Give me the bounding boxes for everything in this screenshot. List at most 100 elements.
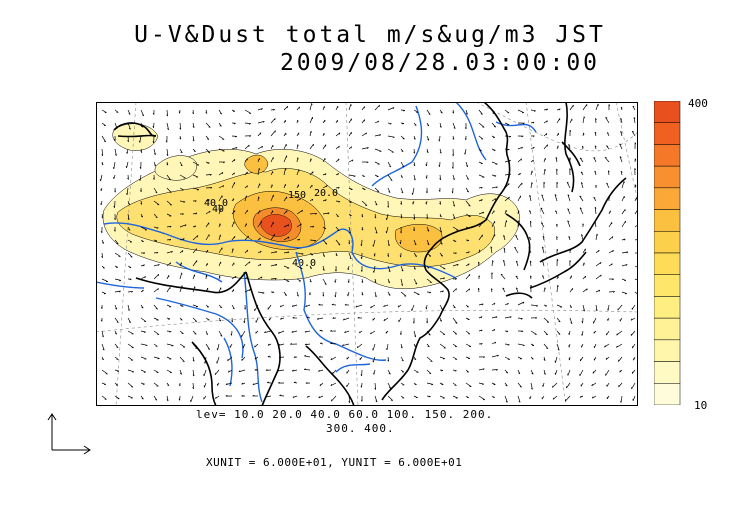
wind-arrow [374,382,377,390]
wind-arrow [204,356,207,364]
wind-arrow-head [101,335,104,338]
wind-arrow-head [157,274,160,277]
wind-arrow [465,288,470,293]
wind-arrow-head [195,212,198,215]
wind-arrow-head [439,319,442,322]
wind-arrow-head [128,321,131,323]
wind-arrow [621,209,626,215]
wind-arrow [140,317,147,322]
wind-arrow [127,317,131,323]
wind-arrow-head [466,165,468,167]
wind-arrow [400,278,403,286]
wind-arrow-head [169,262,172,265]
wind-arrow [166,343,174,346]
wind-arrow [400,265,404,272]
wind-arrow-head [192,374,195,377]
wind-arrow [618,382,623,388]
wind-arrow [231,275,237,280]
wind-arrow [296,157,299,163]
wind-arrow [530,382,533,390]
wind-arrow [361,200,368,206]
wind-arrow-head [505,384,508,387]
wind-arrow-head [342,344,344,346]
wind-arrow [465,187,469,193]
wind-arrow-head [113,138,116,141]
wind-arrow [278,330,285,334]
wind-arrow-head [493,126,496,128]
wind-arrow [101,109,107,113]
wind-arrow-head [542,275,544,277]
wind-arrow-head [440,243,443,245]
wind-arrow-head [179,137,182,140]
wind-arrow-head [166,399,169,402]
wind-arrow-head [606,145,609,147]
wind-arrow-head [259,237,261,240]
wind-arrow-head [128,127,131,130]
wind-arrow-head [546,347,549,349]
wind-arrow-head [292,316,295,319]
wind-arrow-head [505,400,508,403]
wind-arrow [478,211,484,215]
wind-arrow [283,196,288,202]
wind-arrow-head [630,318,633,321]
map-timestamp: 2009/08/28.03:00:00 [279,50,601,76]
wind-arrow [244,235,249,241]
wind-arrow-head [304,343,307,346]
wind-arrow [478,382,484,385]
wind-arrow [593,317,597,324]
wind-arrow [595,118,597,124]
wind-arrow-head [413,268,416,270]
wind-arrow [127,304,130,311]
wind-arrow [566,382,571,389]
wind-arrow-head [291,304,294,307]
wind-arrow [292,304,298,307]
wind-arrow-head [383,305,385,307]
wind-arrow-head [583,116,586,119]
wind-arrow [579,195,584,202]
wind-arrow-head [103,140,106,143]
wind-arrow [166,122,169,130]
wind-arrow [179,285,183,293]
wind-arrow [569,118,573,124]
wind-arrow-head [401,359,404,362]
wind-arrow-head [387,244,390,247]
wind-arrow-head [140,190,142,192]
wind-arrow [139,174,142,181]
wind-arrow [270,194,274,202]
wind-arrow-head [529,194,532,197]
wind-arrow-head [206,333,208,335]
wind-arrow [283,155,287,163]
wind-arrow-head [596,233,598,236]
wind-arrow-head [171,251,173,253]
wind-arrow [439,330,446,335]
wind-arrow-head [569,157,572,160]
wind-arrow [491,369,498,371]
wind-arrow-head [374,387,376,390]
wind-arrow-head [455,322,458,324]
wind-arrow-head [157,288,159,291]
wind-arrow [387,395,393,401]
wind-arrow [632,106,636,111]
wind-arrow-head [439,202,441,205]
wind-arrow [452,200,456,207]
wind-arrow [372,356,376,363]
wind-arrow-head [429,372,432,375]
wind-arrow-head [309,280,312,283]
wind-arrow-head [337,229,340,232]
wind-arrow-head [101,358,104,361]
wind-arrow-head [429,291,432,294]
wind-arrow [205,343,210,350]
wind-arrow-head [141,306,144,309]
wind-arrow [283,144,287,150]
wind-arrow-head [557,284,559,287]
wind-arrow [127,330,134,335]
wind-arrow-head [389,165,391,168]
wind-arrow [126,187,129,195]
wind-arrow-head [325,199,327,202]
wind-arrow [257,145,263,150]
wind-arrow [305,304,311,308]
wind-arrow-head [556,236,558,239]
wind-arrow-head [443,277,446,280]
wind-arrow [127,356,134,361]
wind-arrow [166,395,169,401]
